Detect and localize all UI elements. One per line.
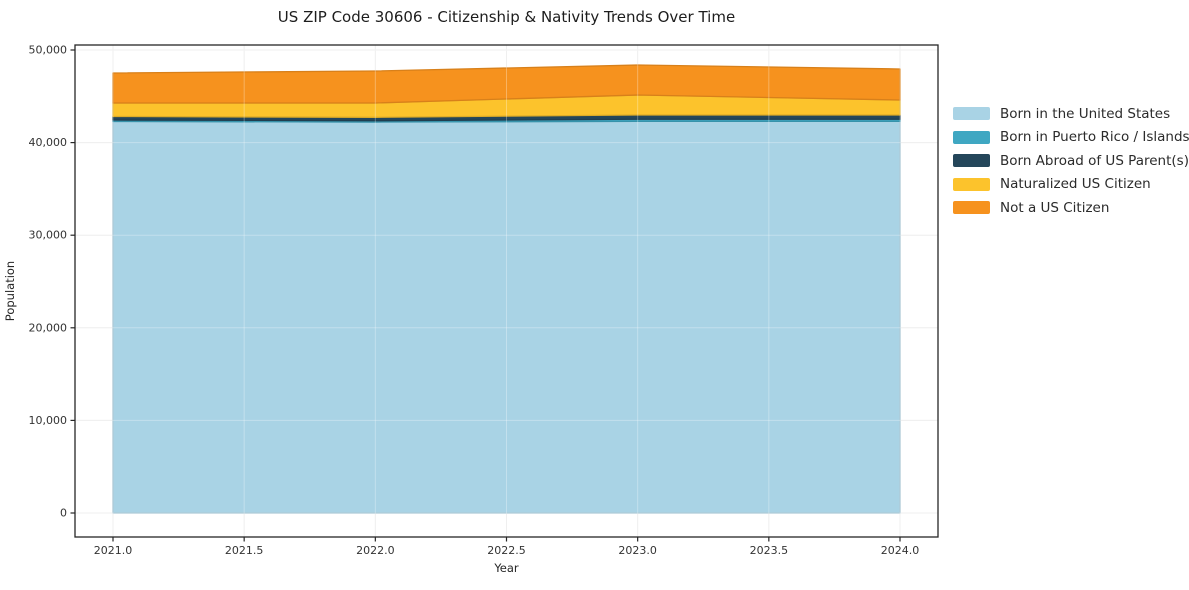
svg-text:20,000: 20,000 xyxy=(29,321,68,334)
svg-text:10,000: 10,000 xyxy=(29,414,68,427)
svg-text:2023.5: 2023.5 xyxy=(750,544,789,557)
legend-item: Born in the United States xyxy=(953,102,1189,126)
legend-swatch xyxy=(953,177,990,191)
legend-label: Naturalized US Citizen xyxy=(1000,176,1151,193)
legend-item: Born Abroad of US Parent(s) xyxy=(953,149,1189,173)
legend-swatch xyxy=(953,107,990,121)
svg-text:30,000: 30,000 xyxy=(29,229,68,242)
svg-text:0: 0 xyxy=(60,507,67,520)
legend-item: Naturalized US Citizen xyxy=(953,173,1189,197)
legend: Born in the United States Born in Puerto… xyxy=(953,102,1189,220)
svg-text:2021.0: 2021.0 xyxy=(94,544,133,557)
svg-text:50,000: 50,000 xyxy=(29,44,68,57)
legend-label: Born in the United States xyxy=(1000,105,1171,122)
y-axis-label: Population xyxy=(3,261,17,321)
legend-label: Born in Puerto Rico / Islands xyxy=(1000,129,1189,146)
legend-swatch xyxy=(953,154,990,168)
svg-text:2022.5: 2022.5 xyxy=(487,544,526,557)
svg-text:2024.0: 2024.0 xyxy=(881,544,920,557)
x-axis-label: Year xyxy=(493,561,519,575)
legend-label: Not a US Citizen xyxy=(1000,199,1110,216)
legend-swatch xyxy=(953,130,990,144)
chart-title: US ZIP Code 30606 - Citizenship & Nativi… xyxy=(277,8,736,26)
legend-label: Born Abroad of US Parent(s) xyxy=(1000,152,1189,169)
svg-text:2021.5: 2021.5 xyxy=(225,544,264,557)
legend-item: Not a US Citizen xyxy=(953,196,1189,220)
svg-text:2023.0: 2023.0 xyxy=(618,544,657,557)
svg-text:2022.0: 2022.0 xyxy=(356,544,395,557)
legend-swatch xyxy=(953,201,990,215)
svg-text:40,000: 40,000 xyxy=(29,136,68,149)
legend-item: Born in Puerto Rico / Islands xyxy=(953,126,1189,150)
